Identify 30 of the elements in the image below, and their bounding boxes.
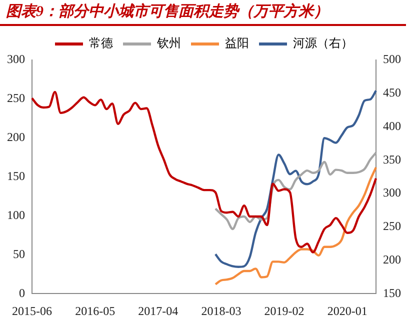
- x-tick-label: 2018-03: [201, 304, 242, 318]
- y2-tick-label: 300: [383, 186, 401, 200]
- line-series: [30, 90, 378, 254]
- x-tick-label: 2020-01: [327, 304, 368, 318]
- chart-title: 图表9：部分中小城市可售面积走势（万平方米）: [0, 0, 406, 26]
- y2-tick-label: 400: [383, 118, 401, 133]
- y-tick-label: 150: [7, 168, 25, 183]
- y-tick-label: 300: [7, 52, 25, 66]
- x-tick-label: 2017-04: [138, 304, 178, 318]
- legend-label: 钦州: [156, 36, 181, 50]
- legend-label: 常德: [89, 36, 113, 50]
- y2-tick-label: 250: [383, 219, 401, 234]
- legend-label: 河源（右）: [293, 36, 353, 50]
- y2-tick-label: 200: [383, 252, 401, 266]
- y2-tick-label: 500: [383, 52, 401, 66]
- y2-tick-label: 150: [383, 286, 401, 300]
- y-tick-label: 50: [13, 246, 25, 261]
- y2-tick-label: 350: [383, 152, 401, 166]
- x-tick-label: 2016-05: [75, 304, 116, 318]
- x-tick-label: 2019-02: [264, 304, 304, 318]
- y-tick-label: 250: [7, 91, 25, 106]
- line-series: [214, 166, 378, 286]
- y2-tick-label: 450: [383, 86, 401, 100]
- y-tick-label: 100: [7, 208, 25, 222]
- legend-label: 益阳: [225, 36, 249, 50]
- line-series: [214, 90, 378, 268]
- y-tick-label: 0: [19, 286, 25, 300]
- line-series: [214, 152, 378, 230]
- x-tick-label: 2015-06: [12, 304, 52, 318]
- y-tick-label: 200: [7, 130, 25, 144]
